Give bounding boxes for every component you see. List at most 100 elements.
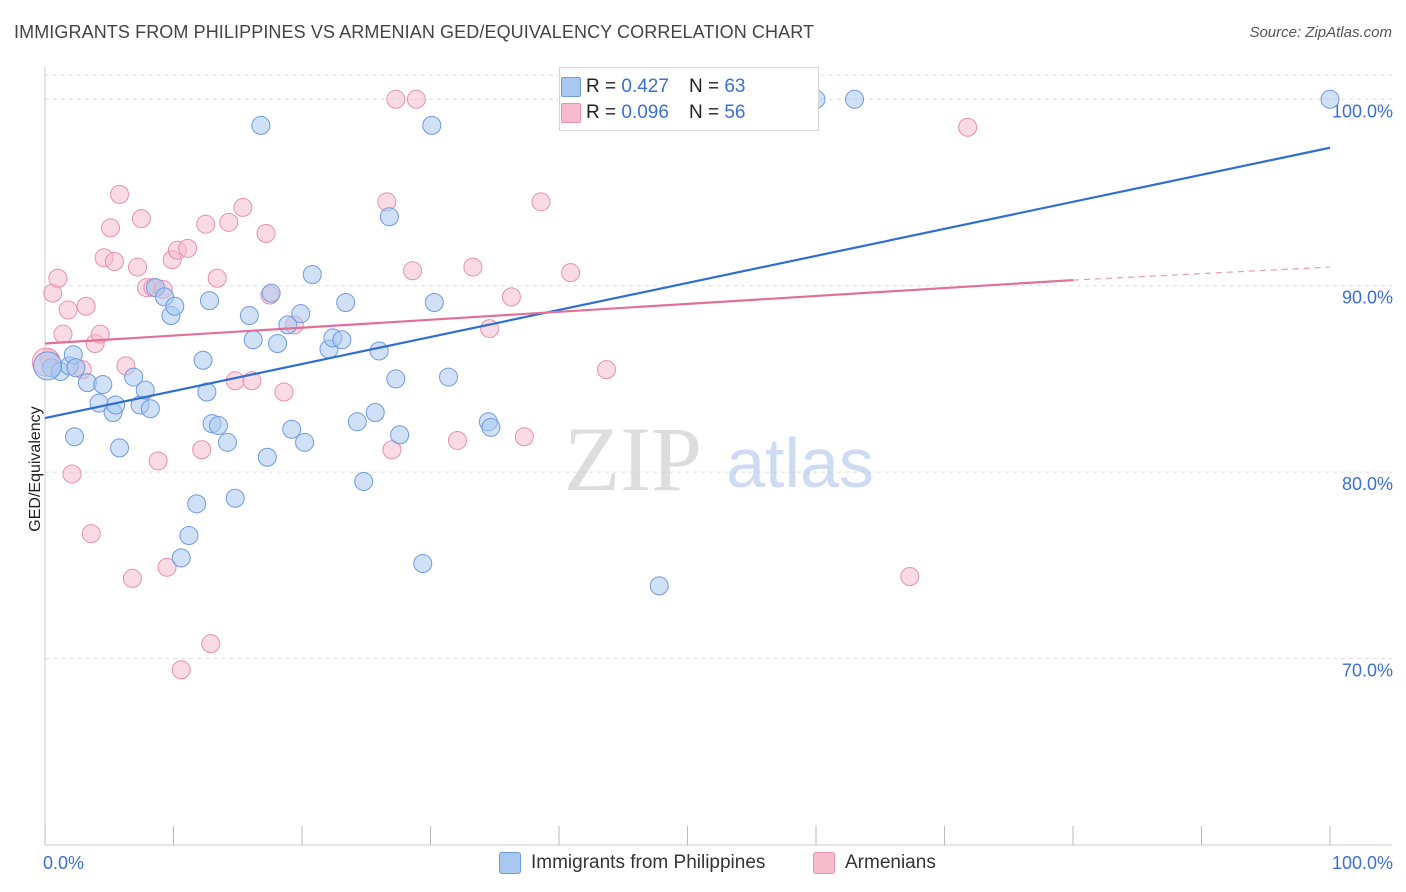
data-point: [282, 419, 302, 439]
data-point: [90, 324, 110, 344]
legend-r-label: R =: [586, 76, 617, 97]
legend-swatch-blue: [499, 852, 521, 874]
legend-label-armenians: Armenians: [845, 852, 936, 873]
data-point: [251, 115, 271, 135]
trend-line-extension: [1072, 266, 1331, 281]
data-point: [291, 304, 311, 324]
data-point: [481, 417, 501, 437]
data-point: [157, 557, 177, 577]
data-point: [110, 184, 130, 204]
data-point: [233, 197, 253, 217]
data-point: [302, 265, 322, 285]
data-point: [268, 334, 288, 354]
data-point: [101, 218, 121, 238]
data-point: [148, 451, 168, 471]
x-tick-label: 0.0%: [43, 853, 84, 873]
data-point: [65, 427, 85, 447]
data-point: [48, 268, 68, 288]
data-point: [597, 360, 617, 380]
data-point: [187, 494, 207, 514]
trend-line: [44, 146, 1331, 420]
data-point: [438, 367, 458, 387]
source-label: Source: ZipAtlas.com: [1249, 24, 1392, 41]
data-point: [531, 192, 551, 212]
data-point: [33, 351, 63, 381]
data-point: [196, 214, 216, 234]
y-tick-label: 90.0%: [1342, 288, 1393, 308]
series-philippines: [33, 89, 1340, 596]
data-point: [257, 447, 277, 467]
data-point: [199, 291, 219, 311]
data-point: [354, 471, 374, 491]
data-point: [369, 341, 389, 361]
data-point: [561, 263, 581, 283]
data-point: [845, 89, 865, 109]
data-point: [140, 399, 160, 419]
data-point: [347, 412, 367, 432]
bottom-legend-armenians: Armenians: [813, 852, 936, 874]
grid-lines: [45, 74, 1392, 660]
data-point: [225, 488, 245, 508]
axes: [44, 67, 1392, 846]
data-point: [131, 209, 151, 229]
data-point: [243, 330, 263, 350]
data-point: [256, 224, 276, 244]
data-point: [463, 257, 483, 277]
y-tick-label: 100.0%: [1332, 101, 1393, 121]
tick-labels: 70.0% 80.0% 90.0% 100.0% 0.0% 100.0%: [43, 101, 1393, 873]
data-point: [365, 402, 385, 422]
legend-swatch-pink: [813, 852, 835, 874]
legend-r-value: 0.096: [621, 102, 669, 123]
data-point: [104, 251, 124, 271]
data-point: [900, 567, 920, 587]
data-point: [192, 440, 212, 460]
legend-n-label: N =: [688, 102, 720, 123]
legend-r-label: R =: [586, 102, 617, 123]
legend-n-label: N =: [688, 76, 720, 97]
data-point: [128, 257, 148, 277]
data-point: [66, 358, 86, 378]
data-point: [422, 115, 442, 135]
data-point: [514, 427, 534, 447]
data-point: [501, 287, 521, 307]
y-axis-label: GED/Equivalency: [27, 406, 44, 532]
x-tick-label: 100.0%: [1332, 853, 1393, 873]
data-point: [110, 438, 130, 458]
data-point: [649, 576, 669, 596]
data-point: [81, 524, 101, 544]
data-point: [76, 296, 96, 316]
y-tick-label: 80.0%: [1342, 474, 1393, 494]
legend-n-value: 56: [724, 102, 746, 123]
data-point: [217, 432, 237, 452]
data-point: [958, 117, 978, 137]
data-point: [336, 292, 356, 312]
trend-line: [44, 279, 1074, 345]
series-armenians: [31, 89, 978, 680]
data-point: [207, 268, 227, 288]
data-point: [1320, 89, 1340, 109]
data-point: [386, 89, 406, 109]
legend-n-value: 63: [724, 76, 746, 97]
data-point: [274, 382, 294, 402]
legend-swatch-blue: [561, 77, 581, 97]
data-point: [62, 464, 82, 484]
data-point: [239, 306, 259, 326]
data-point: [53, 324, 73, 344]
y-tick-label: 70.0%: [1342, 661, 1393, 681]
data-point: [93, 375, 113, 395]
data-point: [386, 369, 406, 389]
data-point: [424, 292, 444, 312]
trend-lines: [44, 146, 1331, 420]
correlation-legend: R = 0.427 N = 63 R = 0.096 N = 56: [559, 67, 819, 131]
data-point: [261, 283, 281, 303]
legend-label-philippines: Immigrants from Philippines: [531, 852, 766, 873]
watermark-zip: ZIP: [564, 408, 702, 510]
legend-row-armenians: R = 0.096 N = 56: [561, 101, 746, 125]
data-point: [208, 416, 228, 436]
data-point: [406, 89, 426, 109]
data-point: [58, 300, 78, 320]
data-point: [178, 238, 198, 258]
data-point: [165, 296, 185, 316]
data-point: [332, 330, 352, 350]
